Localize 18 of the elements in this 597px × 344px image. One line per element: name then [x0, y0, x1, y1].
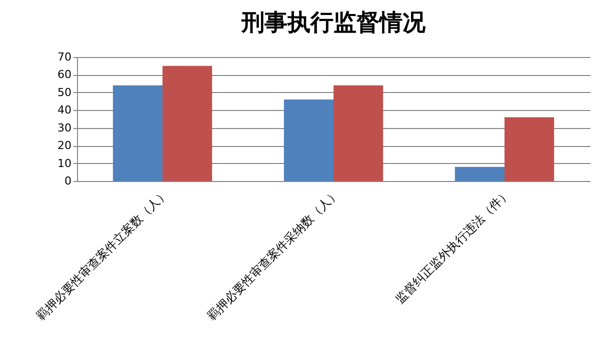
bar — [454, 166, 504, 181]
x-tick-label: 羁押必要性审查案件立案数（人） — [34, 186, 171, 324]
y-tick-label: 0 — [64, 174, 72, 188]
x-tick-label: 羁押必要性审查案件采纳数（人） — [204, 186, 342, 324]
bar — [162, 66, 212, 181]
y-tick-label: 40 — [58, 104, 72, 117]
bar — [112, 85, 162, 181]
y-tick-label: 10 — [58, 156, 72, 170]
y-tick-label: 70 — [58, 50, 72, 64]
bar — [504, 117, 554, 181]
y-tick-label: 50 — [58, 86, 72, 99]
bar — [284, 100, 334, 181]
chart-title: 刑事执行监督情况 — [240, 10, 426, 36]
y-tick-label: 30 — [58, 121, 72, 134]
x-tick-label: 监督纠正监外执行违法（件） — [392, 186, 513, 306]
y-tick-label: 60 — [58, 68, 72, 82]
bar — [334, 85, 384, 181]
y-tick-label: 20 — [58, 139, 72, 152]
